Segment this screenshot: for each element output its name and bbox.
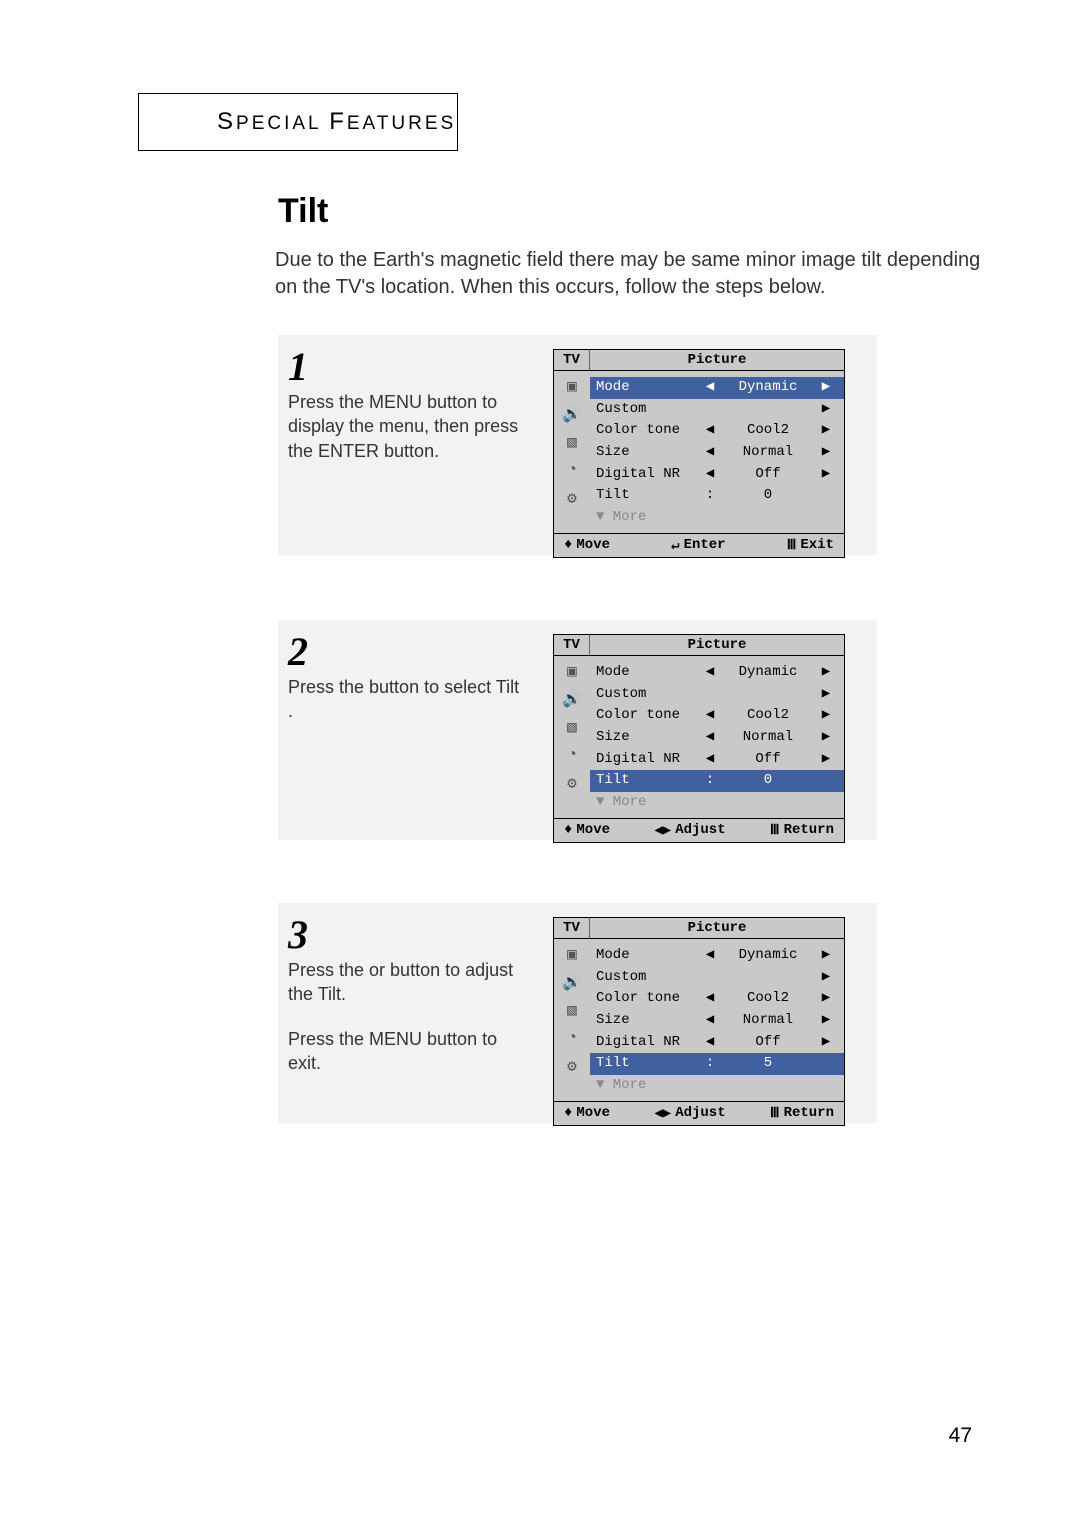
osd-footer-adjust: ◀▶ Adjust — [654, 1105, 725, 1122]
osd-row-digitalnr: Digital NR◀Off▶ — [596, 464, 836, 486]
timer-icon: ◔ — [561, 1029, 583, 1047]
channel-icon: ▧ — [561, 433, 583, 451]
sound-icon: 🔊 — [561, 690, 583, 708]
osd-row-tilt: Tilt:0 — [596, 485, 836, 507]
osd-footer: ♦ Move ◀▶ Adjust Ⅲ Return — [554, 818, 844, 842]
section-label-box: SPECIAL FEATURES — [138, 93, 458, 151]
osd-sidebar-icons: ▣ 🔊 ▧ ◔ ⚙ — [554, 939, 590, 1101]
osd-row-tilt: Tilt:5 — [590, 1053, 844, 1075]
osd-tv-label: TV — [554, 918, 590, 938]
osd-row-more: ▼ More — [596, 507, 836, 529]
step-3-text2: Press the MENU button to exit. — [288, 1027, 523, 1076]
step-3-num: 3 — [288, 911, 308, 958]
osd-row-custom: Custom▶ — [596, 967, 836, 989]
osd-row-custom: Custom▶ — [596, 684, 836, 706]
timer-icon: ◔ — [561, 746, 583, 764]
osd-row-size: Size◀Normal▶ — [596, 727, 836, 749]
osd-row-tilt: Tilt:0 — [590, 770, 844, 792]
step-3-text1: Press the or button to adjust the Tilt. — [288, 958, 523, 1007]
osd-row-more: ▼ More — [596, 1075, 836, 1097]
page-number: 47 — [949, 1424, 972, 1448]
osd-title: Picture — [590, 918, 844, 938]
osd-footer-move: ♦ Move — [564, 1105, 610, 1122]
channel-icon: ▧ — [561, 1001, 583, 1019]
osd-row-digitalnr: Digital NR◀Off▶ — [596, 1032, 836, 1054]
step-1-num: 1 — [288, 343, 308, 390]
osd-footer-exit: Ⅲ Exit — [787, 537, 834, 554]
osd-footer-move: ♦ Move — [564, 822, 610, 839]
channel-icon: ▧ — [561, 718, 583, 736]
osd-3: TV Picture ▣ 🔊 ▧ ◔ ⚙ Mode◀Dynamic▶ Custo… — [553, 917, 845, 1126]
step-2-num: 2 — [288, 628, 308, 675]
setup-icon: ⚙ — [561, 1057, 583, 1075]
sound-icon: 🔊 — [561, 973, 583, 991]
osd-row-colortone: Color tone◀Cool2▶ — [596, 420, 836, 442]
tv-icon: ▣ — [561, 945, 583, 963]
osd-row-colortone: Color tone◀Cool2▶ — [596, 988, 836, 1010]
osd-title: Picture — [590, 350, 844, 370]
osd-row-colortone: Color tone◀Cool2▶ — [596, 705, 836, 727]
osd-row-custom: Custom▶ — [596, 399, 836, 421]
osd-title: Picture — [590, 635, 844, 655]
osd-footer-enter: ↵ Enter — [671, 537, 725, 554]
osd-footer-return: Ⅲ Return — [770, 822, 834, 839]
osd-row-mode: Mode◀Dynamic▶ — [596, 945, 836, 967]
osd-tv-label: TV — [554, 635, 590, 655]
osd-row-digitalnr: Digital NR◀Off▶ — [596, 749, 836, 771]
osd-row-size: Size◀Normal▶ — [596, 1010, 836, 1032]
osd-footer-return: Ⅲ Return — [770, 1105, 834, 1122]
osd-footer: ♦ Move ↵ Enter Ⅲ Exit — [554, 533, 844, 557]
tv-icon: ▣ — [561, 662, 583, 680]
setup-icon: ⚙ — [561, 774, 583, 792]
step-2-text: Press the button to select Tilt . — [288, 675, 523, 724]
osd-tv-label: TV — [554, 350, 590, 370]
osd-footer-move: ♦ Move — [564, 537, 610, 554]
step-3-text: Press the or button to adjust the Tilt. … — [288, 958, 523, 1075]
step-3-block: 3 Press the or button to adjust the Tilt… — [278, 903, 877, 1123]
sound-icon: 🔊 — [561, 405, 583, 423]
osd-menu: Mode◀Dynamic▶ Custom▶ Color tone◀Cool2▶ … — [590, 939, 844, 1101]
page-title: Tilt — [278, 192, 328, 231]
section-label: SPECIAL FEATURES — [217, 108, 456, 136]
step-1-text: Press the MENU button to display the men… — [288, 390, 523, 463]
timer-icon: ◔ — [561, 461, 583, 479]
osd-1: TV Picture ▣ 🔊 ▧ ◔ ⚙ Mode◀Dynamic▶ Custo… — [553, 349, 845, 558]
osd-footer-adjust: ◀▶ Adjust — [654, 822, 725, 839]
osd-sidebar-icons: ▣ 🔊 ▧ ◔ ⚙ — [554, 371, 590, 533]
setup-icon: ⚙ — [561, 489, 583, 507]
osd-menu: Mode◀Dynamic▶ Custom▶ Color tone◀Cool2▶ … — [590, 656, 844, 818]
osd-row-size: Size◀Normal▶ — [596, 442, 836, 464]
osd-menu: Mode◀Dynamic▶ Custom▶ Color tone◀Cool2▶ … — [590, 371, 844, 533]
step-2-block: 2 Press the button to select Tilt . TV P… — [278, 620, 877, 840]
tv-icon: ▣ — [561, 377, 583, 395]
step-1-block: 1 Press the MENU button to display the m… — [278, 335, 877, 555]
osd-row-mode: Mode◀Dynamic▶ — [590, 377, 844, 399]
osd-2: TV Picture ▣ 🔊 ▧ ◔ ⚙ Mode◀Dynamic▶ Custo… — [553, 634, 845, 843]
osd-sidebar-icons: ▣ 🔊 ▧ ◔ ⚙ — [554, 656, 590, 818]
osd-row-mode: Mode◀Dynamic▶ — [596, 662, 836, 684]
osd-footer: ♦ Move ◀▶ Adjust Ⅲ Return — [554, 1101, 844, 1125]
intro-text: Due to the Earth's magnetic field there … — [275, 247, 985, 301]
osd-row-more: ▼ More — [596, 792, 836, 814]
